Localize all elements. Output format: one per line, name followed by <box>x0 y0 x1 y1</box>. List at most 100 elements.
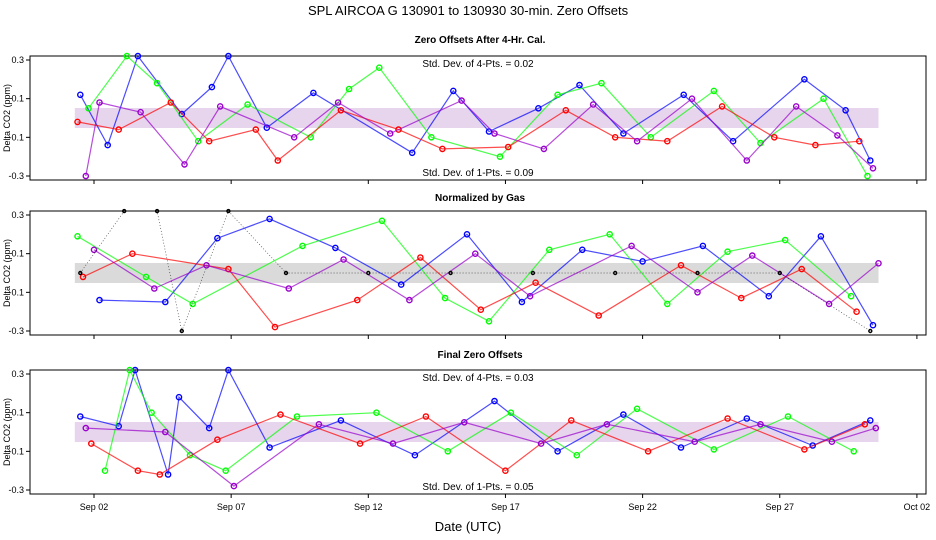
data-point <box>79 273 87 281</box>
series-line <box>77 220 852 323</box>
data-point <box>222 467 229 475</box>
data-point <box>820 95 827 102</box>
data-point <box>161 298 169 306</box>
data-point <box>422 413 430 420</box>
data-point <box>507 409 515 417</box>
y-tick-label: -0.3 <box>8 326 24 336</box>
y-tick-label: 0.3 <box>11 210 24 220</box>
data-point <box>175 393 183 401</box>
data-point <box>471 250 479 257</box>
data-point <box>285 285 293 292</box>
data-point <box>757 420 764 428</box>
data-point <box>397 281 405 288</box>
data-point <box>694 288 701 296</box>
y-tick-label: -0.1 <box>8 446 24 456</box>
data-point <box>875 259 882 267</box>
data-point <box>411 451 419 459</box>
data-point <box>460 418 468 426</box>
data-point <box>724 248 731 255</box>
data-point <box>225 366 232 374</box>
data-point <box>743 415 751 422</box>
data-point <box>595 312 603 319</box>
data-point <box>518 298 526 306</box>
data-point <box>850 447 858 455</box>
y-axis-label: Delta CO2 (ppm) <box>2 84 12 152</box>
data-point <box>869 164 877 172</box>
x-axis-label: Date (UTC) <box>435 519 501 534</box>
series-line <box>93 245 879 305</box>
panel-final-zero-offsets: Final Zero Offsets Delta CO2 (ppm) Std. … <box>2 350 930 512</box>
x-tick-label: Sep 07 <box>217 502 246 512</box>
data-point <box>161 428 169 436</box>
data-point <box>448 270 453 276</box>
y-tick-label: -0.3 <box>8 171 24 181</box>
data-point <box>332 244 339 252</box>
data-point <box>537 440 545 447</box>
data-point <box>784 413 792 420</box>
data-point <box>853 308 860 316</box>
x-tick-label: Sep 27 <box>765 502 794 512</box>
data-point <box>603 420 611 428</box>
data-point <box>153 79 161 87</box>
data-point <box>104 141 111 149</box>
data-point <box>345 85 353 93</box>
plot-frame <box>29 55 927 181</box>
annotation-std-1pts: Std. Dev. of 1-Pts. = 0.09 <box>422 168 534 179</box>
y-tick-label: 0.1 <box>11 249 24 259</box>
data-point <box>226 208 231 214</box>
annotation-std-1pts: Std. Dev. of 1-Pts. = 0.05 <box>422 482 534 493</box>
series-line <box>85 421 876 487</box>
data-point <box>148 409 155 417</box>
data-point <box>485 128 493 135</box>
series-line <box>104 368 855 472</box>
data-point <box>96 99 103 106</box>
data-point <box>695 270 700 276</box>
data-point <box>406 296 413 304</box>
data-point <box>353 296 361 304</box>
data-point <box>283 270 289 276</box>
data-point <box>485 317 493 325</box>
data-point <box>408 149 416 157</box>
data-point <box>315 420 323 428</box>
data-point <box>78 270 83 276</box>
data-point <box>101 467 109 475</box>
data-point <box>194 137 202 145</box>
data-point <box>428 133 435 141</box>
data-point <box>290 133 298 141</box>
series-line <box>85 97 874 177</box>
data-point <box>395 126 402 133</box>
data-point <box>216 103 224 110</box>
data-point <box>77 413 84 420</box>
series-line <box>90 413 866 476</box>
data-point <box>540 145 548 153</box>
data-point <box>366 270 371 276</box>
data-point <box>628 242 635 250</box>
data-point <box>530 270 536 276</box>
data-point <box>867 157 874 164</box>
data-point <box>121 208 127 214</box>
data-point <box>589 101 597 108</box>
data-point <box>373 409 380 417</box>
data-point <box>74 232 81 240</box>
plot-marks: 0.3 0.1 -0.1 -0.3 <box>8 52 918 184</box>
data-point <box>417 254 424 261</box>
data-point <box>491 130 498 137</box>
data-point <box>142 273 150 281</box>
data-point <box>263 124 271 131</box>
data-point <box>167 99 175 106</box>
y-axis-label: Delta CO2 (ppm) <box>2 398 12 466</box>
data-point <box>82 172 90 180</box>
data-point <box>129 250 136 257</box>
data-point <box>554 91 561 99</box>
data-point <box>868 328 873 334</box>
data-point <box>389 440 397 447</box>
data-point <box>620 411 627 418</box>
data-point <box>134 467 142 475</box>
data-point <box>771 133 778 141</box>
data-point <box>293 413 301 420</box>
data-point <box>568 417 575 424</box>
data-point <box>85 105 92 112</box>
data-point <box>554 447 561 455</box>
data-point <box>573 451 581 459</box>
data-point <box>579 246 586 254</box>
